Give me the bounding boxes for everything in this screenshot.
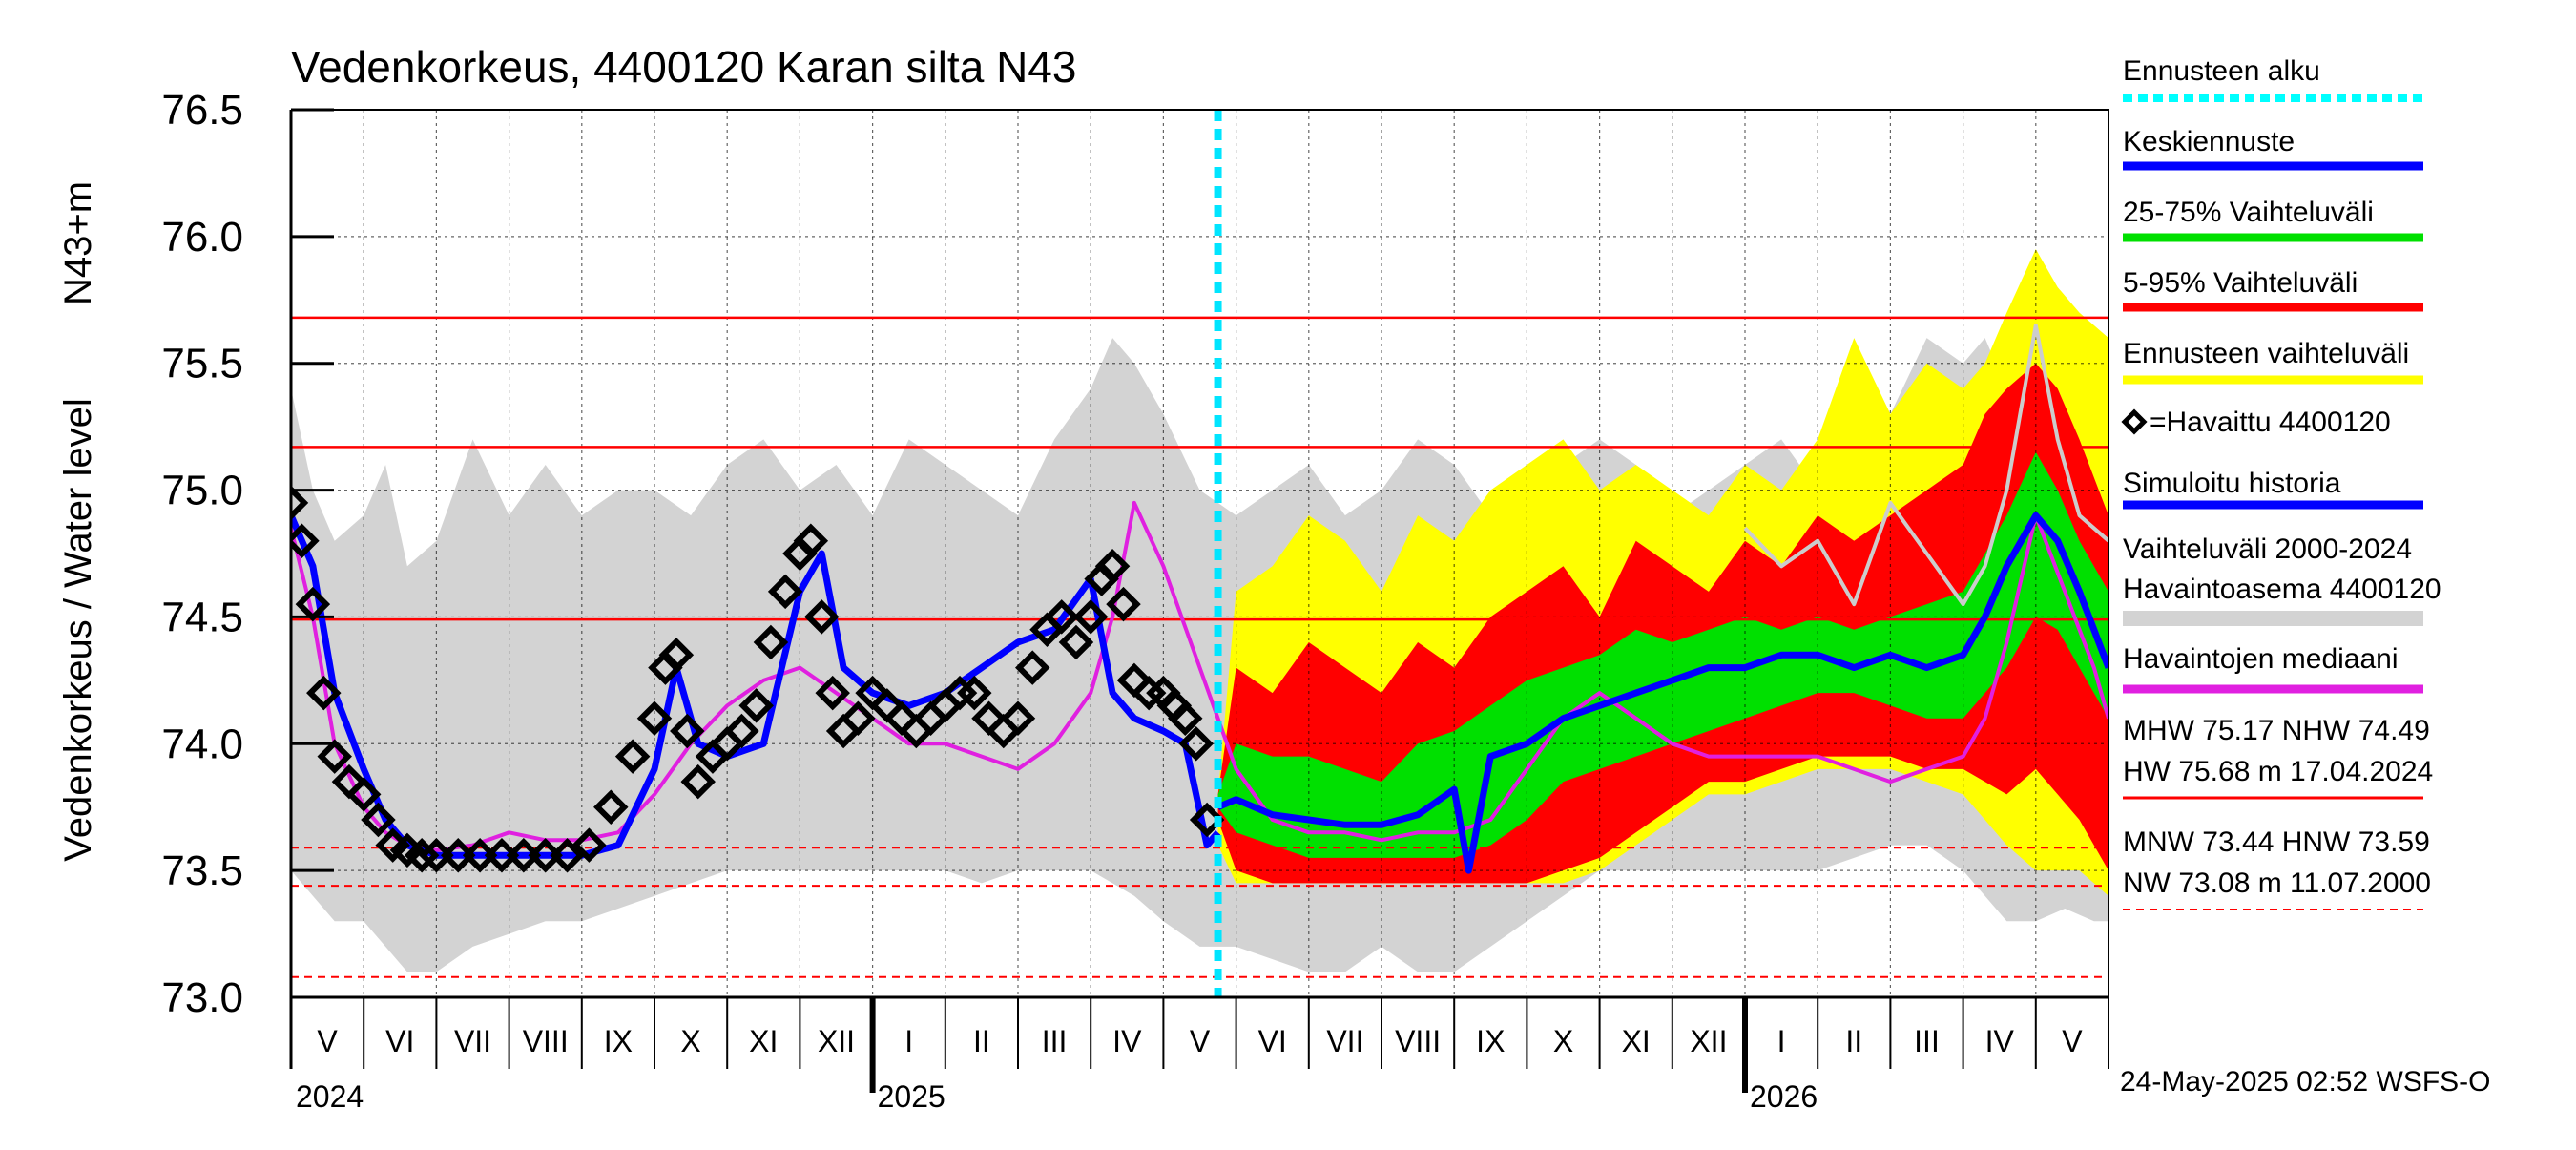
x-tick-label: II: [973, 1024, 990, 1058]
legend-label: Simuloitu historia: [2123, 468, 2341, 499]
y-axis-label: Vedenkorkeus / Water level: [57, 398, 99, 861]
x-tick-label: VI: [1258, 1024, 1287, 1058]
observed-marker: [1058, 624, 1094, 660]
chart-footer-timestamp: 24-May-2025 02:52 WSFS-O: [2120, 1066, 2491, 1098]
y-tick-label: 74.0: [161, 721, 243, 767]
series-line-5: [1743, 323, 2109, 607]
x-tick-label: IV: [1985, 1024, 2015, 1058]
observed-marker: [1168, 700, 1203, 736]
x-tick-label: VII: [454, 1024, 491, 1058]
observed-marker: [361, 802, 396, 838]
band-3: [1217, 451, 2109, 858]
x-tick-label: V: [1190, 1024, 1211, 1058]
observed-marker: [1178, 726, 1214, 762]
legend-label: Havaintoasema 4400120: [2123, 574, 2441, 605]
observed-marker: [1072, 599, 1109, 635]
series-line-7: [1216, 512, 2109, 874]
x-tick-label: XII: [1690, 1024, 1727, 1058]
legend-label: 25-75% Vaihteluväli: [2123, 197, 2374, 228]
y-axis-unit-label: N43+m: [57, 181, 99, 305]
observed-marker: [724, 713, 759, 749]
x-tick-label: XII: [818, 1024, 855, 1058]
series-line-layer: [291, 110, 2109, 997]
observed-marker: [345, 777, 382, 812]
observed-marker: [767, 574, 803, 610]
x-tick-label: X: [680, 1024, 700, 1058]
observed-marker: [753, 624, 789, 660]
observed-marker: [680, 763, 716, 800]
stats-text: MHW 75.17 NHW 74.49: [2123, 715, 2430, 746]
observed-marker: [636, 700, 673, 736]
observed-marker: [1044, 599, 1079, 635]
stats-text: NW 73.08 m 11.07.2000: [2123, 868, 2431, 899]
chart-title: Vedenkorkeus, 4400120 Karan silta N43: [291, 42, 1076, 92]
observed-marker: [1094, 549, 1131, 584]
x-tick-label: II: [1845, 1024, 1862, 1058]
x-tick-label: V: [317, 1024, 338, 1058]
year-label: 2024: [296, 1079, 364, 1114]
y-tick-label: 73.0: [161, 974, 243, 1021]
observed-marker: [1189, 802, 1225, 838]
legend-swatch-marker: [2121, 408, 2148, 435]
stats-text: HW 75.68 m 17.04.2024: [2123, 756, 2433, 787]
x-tick-label: I: [904, 1024, 913, 1058]
observed-marker: [957, 675, 992, 711]
observed-marker: [1014, 650, 1050, 685]
legend-label: Ennusteen vaihteluväli: [2123, 338, 2409, 369]
x-tick-label: VIII: [1395, 1024, 1441, 1058]
y-tick-label: 74.5: [161, 594, 243, 640]
observed-marker: [291, 485, 309, 521]
observed-marker: [815, 675, 850, 711]
legend-label: Vaihteluväli 2000-2024: [2123, 533, 2412, 565]
x-tick-label: VI: [385, 1024, 414, 1058]
x-tick-label: XI: [749, 1024, 778, 1058]
legend-label: Ennusteen alku: [2123, 55, 2320, 87]
y-tick-label: 76.0: [161, 214, 243, 261]
y-tick-label: 75.5: [161, 341, 243, 387]
observed-marker: [841, 700, 876, 736]
observed-marker: [317, 739, 352, 774]
observed-marker: [306, 675, 342, 711]
legend-label: 5-95% Vaihteluväli: [2123, 267, 2358, 299]
x-tick-label: III: [1042, 1024, 1068, 1058]
x-tick-label: III: [1914, 1024, 1940, 1058]
x-tick-label: I: [1777, 1024, 1786, 1058]
x-tick-label: IX: [1476, 1024, 1505, 1058]
stats-text: MNW 73.44 HNW 73.59: [2123, 826, 2430, 858]
year-label: 2026: [1750, 1079, 1818, 1114]
y-tick-label: 73.5: [161, 847, 243, 894]
x-tick-label: VIII: [523, 1024, 569, 1058]
x-tick-label: IX: [604, 1024, 633, 1058]
observed-marker: [550, 837, 585, 873]
observed-marker: [291, 523, 320, 558]
x-tick-label: X: [1553, 1024, 1573, 1058]
observed-marker: [614, 739, 651, 774]
observed-marker: [1000, 700, 1036, 736]
legend-label: Havaintojen mediaani: [2123, 643, 2399, 675]
legend-label: =Havaittu 4400120: [2150, 407, 2391, 438]
x-tick-label: XI: [1622, 1024, 1651, 1058]
y-tick-label: 75.0: [161, 468, 243, 514]
observed-marker: [804, 599, 840, 635]
observed-marker: [738, 688, 774, 723]
band-layer: [291, 249, 2109, 972]
series-line-4: [291, 500, 2109, 852]
observed-marker: [670, 713, 705, 749]
axes-layer: 73.073.574.074.575.075.576.076.5V VI VII VI…: [161, 87, 2109, 1114]
observed-marker: [1106, 586, 1141, 622]
observed-marker: [593, 789, 629, 825]
observed-marker: [658, 638, 695, 673]
x-tick-label: V: [2062, 1024, 2083, 1058]
legend-layer: Ennusteen alku Keskiennuste 25-75% Vaihtel…: [2121, 55, 2441, 910]
x-tick-label: VII: [1326, 1024, 1363, 1058]
year-label: 2025: [878, 1079, 945, 1114]
legend-label: Keskiennuste: [2123, 126, 2295, 157]
y-tick-label: 76.5: [161, 87, 243, 134]
observed-marker: [571, 827, 607, 863]
observed-marker: [793, 523, 829, 558]
x-tick-label: IV: [1112, 1024, 1142, 1058]
reference-line-layer: [291, 316, 2109, 978]
